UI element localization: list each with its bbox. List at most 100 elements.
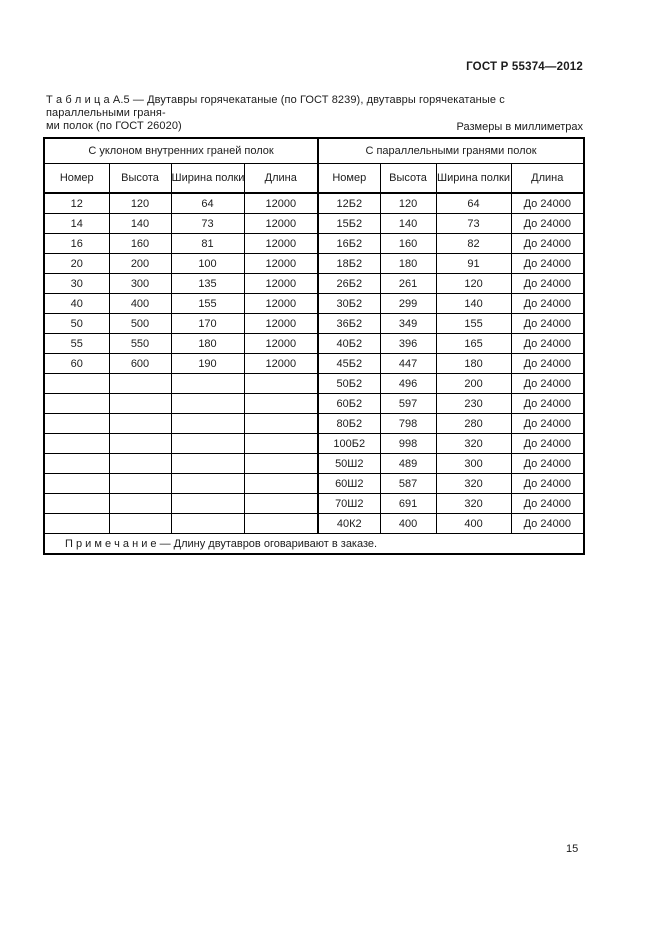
- table-cell: 447: [379, 353, 437, 374]
- table-cell: 155: [435, 313, 512, 334]
- table-cell: 20: [43, 253, 110, 274]
- table-caption-line-1: Т а б л и ц а А.5 — Двутавры горячекатан…: [46, 94, 505, 119]
- table-cell: До 24000: [510, 192, 585, 214]
- table-cell: 120: [435, 273, 512, 294]
- table-row: 55 550 180 12000 40Б2 396 165 До 24000: [43, 333, 585, 354]
- table-cell: 140: [379, 213, 437, 234]
- table-cell: 82: [435, 233, 512, 254]
- table-cell: [243, 453, 319, 474]
- table-cell: [170, 393, 245, 414]
- table-cell: 30Б2: [317, 293, 381, 314]
- table-cell: 40: [43, 293, 110, 314]
- table-cell: 14: [43, 213, 110, 234]
- page-number: 15: [566, 843, 579, 855]
- table-cell: 180: [435, 353, 512, 374]
- table-row: 50Б2 496 200 До 24000: [43, 373, 585, 394]
- table-cell: До 24000: [510, 293, 585, 314]
- table-cell: 597: [379, 393, 437, 414]
- table-cell: 180: [170, 333, 245, 354]
- table-cell: 12: [43, 192, 110, 214]
- table-cell: [243, 413, 319, 434]
- table-cell: [43, 493, 110, 514]
- table-cell: [170, 453, 245, 474]
- table-cell: 300: [435, 453, 512, 474]
- table-cell: [243, 393, 319, 414]
- table-cell: [43, 433, 110, 454]
- table-cell: [108, 393, 172, 414]
- column-header-height-right: Высота: [379, 163, 437, 194]
- table-cell: 16Б2: [317, 233, 381, 254]
- table-cell: 12000: [243, 333, 319, 354]
- column-header-number-left: Номер: [43, 163, 110, 194]
- table-row: 12 120 64 12000 12Б2 120 64 До 24000: [43, 192, 585, 214]
- table-cell: 60Ш2: [317, 473, 381, 494]
- table-cell: 40Б2: [317, 333, 381, 354]
- table-cell: 998: [379, 433, 437, 454]
- column-header-flange-width-left: Ширина полки: [170, 163, 245, 194]
- table-cell: [108, 373, 172, 394]
- table-cell: [43, 413, 110, 434]
- table-cell: 798: [379, 413, 437, 434]
- table-cell: 496: [379, 373, 437, 394]
- table-cell: [243, 473, 319, 494]
- table-cell: 550: [108, 333, 172, 354]
- table-cell: [170, 433, 245, 454]
- table-cell: 300: [108, 273, 172, 294]
- table-cell: 230: [435, 393, 512, 414]
- table-cell: 12000: [243, 253, 319, 274]
- table-row: 40 400 155 12000 30Б2 299 140 До 24000: [43, 293, 585, 314]
- table-cell: 73: [435, 213, 512, 234]
- table-cell: 36Б2: [317, 313, 381, 334]
- table-cell: [43, 513, 110, 534]
- table-cell: 18Б2: [317, 253, 381, 274]
- table-cell: 489: [379, 453, 437, 474]
- table-cell: [170, 373, 245, 394]
- table-row: 30 300 135 12000 26Б2 261 120 До 24000: [43, 273, 585, 294]
- table-cell: 100: [170, 253, 245, 274]
- table-cell: [108, 473, 172, 494]
- units-note: Размеры в миллиметрах: [456, 121, 583, 133]
- table-cell: 120: [108, 192, 172, 214]
- table-cell: 12000: [243, 353, 319, 374]
- table-cell: [243, 433, 319, 454]
- table-row: 50Ш2 489 300 До 24000: [43, 453, 585, 474]
- table-cell: 120: [379, 192, 437, 214]
- group-header-sloped-flanges: С уклоном внутренних граней полок: [43, 137, 319, 164]
- table-cell: 500: [108, 313, 172, 334]
- table-cell: 73: [170, 213, 245, 234]
- table-cell: 12000: [243, 213, 319, 234]
- table-cell: [170, 473, 245, 494]
- column-header-row: Номер Высота Ширина полки Длина Номер Вы…: [43, 163, 585, 194]
- table-cell: [243, 373, 319, 394]
- table-cell: До 24000: [510, 273, 585, 294]
- table-cell: 91: [435, 253, 512, 274]
- table-cell: 12000: [243, 293, 319, 314]
- table-cell: До 24000: [510, 253, 585, 274]
- table-cell: 140: [435, 293, 512, 314]
- table-row: 60Б2 597 230 До 24000: [43, 393, 585, 414]
- table-cell: До 24000: [510, 393, 585, 414]
- table-cell: [43, 393, 110, 414]
- table-cell: 180: [379, 253, 437, 274]
- table-cell: 16: [43, 233, 110, 254]
- table-cell: 45Б2: [317, 353, 381, 374]
- table-cell: До 24000: [510, 433, 585, 454]
- table-cell: 12000: [243, 313, 319, 334]
- table-cell: 81: [170, 233, 245, 254]
- table-cell: 135: [170, 273, 245, 294]
- table-cell: До 24000: [510, 353, 585, 374]
- table-caption: Т а б л и ц а А.5 — Двутавры горячекатан…: [46, 94, 586, 133]
- table-body: 12 120 64 12000 12Б2 120 64 До 24000 14 140 73 1200…: [43, 192, 585, 534]
- table-cell: 280: [435, 413, 512, 434]
- column-header-length-right: Длина: [510, 163, 585, 194]
- table-cell: [108, 513, 172, 534]
- table-cell: 80Б2: [317, 413, 381, 434]
- table-cell: 200: [435, 373, 512, 394]
- table-cell: [43, 453, 110, 474]
- table-cell: 26Б2: [317, 273, 381, 294]
- table-row: 60 600 190 12000 45Б2 447 180 До 24000: [43, 353, 585, 374]
- table-row: 40К2 400 400 До 24000: [43, 513, 585, 534]
- column-header-height-left: Высота: [108, 163, 172, 194]
- table-cell: 60: [43, 353, 110, 374]
